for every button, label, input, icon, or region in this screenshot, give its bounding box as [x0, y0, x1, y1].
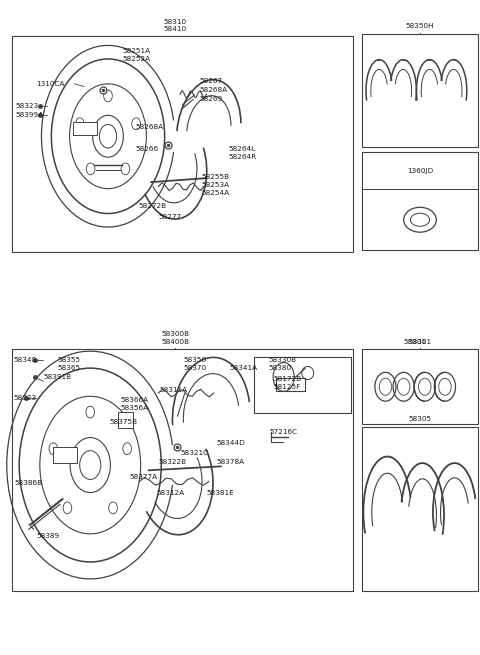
Text: 58305: 58305	[408, 416, 432, 422]
Text: 58410: 58410	[164, 26, 187, 33]
Bar	[53, 447, 77, 462]
Text: 58355: 58355	[58, 357, 81, 364]
Text: 57216C: 57216C	[270, 429, 298, 436]
Text: 58366A: 58366A	[121, 396, 149, 403]
Bar	[362, 152, 478, 250]
Text: 58350: 58350	[183, 357, 206, 364]
Text: 58268A: 58268A	[135, 124, 164, 130]
Bar	[118, 413, 132, 428]
Text: 58310: 58310	[164, 19, 187, 26]
Text: 58389: 58389	[36, 533, 59, 539]
Bar	[12, 36, 353, 252]
Text: 58269: 58269	[199, 96, 222, 102]
Text: 58386B: 58386B	[14, 479, 43, 486]
Bar	[362, 349, 478, 424]
Text: 58272B: 58272B	[138, 203, 167, 210]
Text: 58400B: 58400B	[161, 339, 189, 345]
Bar	[276, 379, 305, 392]
Text: 1310CA: 1310CA	[36, 81, 64, 87]
Text: 58377A: 58377A	[130, 474, 158, 480]
Text: 58370: 58370	[183, 365, 206, 371]
Text: 58264L: 58264L	[228, 145, 256, 152]
Text: 58348: 58348	[13, 357, 36, 364]
Bar	[12, 349, 353, 591]
Text: 1360JD: 1360JD	[407, 168, 433, 174]
Text: 58323: 58323	[13, 395, 36, 402]
Text: 58125F: 58125F	[274, 384, 301, 390]
Text: 58322B: 58322B	[158, 459, 187, 466]
Text: 58312A: 58312A	[156, 489, 184, 496]
Text: 58277: 58277	[158, 214, 181, 221]
Text: 58321C: 58321C	[180, 450, 208, 457]
Bar	[362, 34, 478, 147]
Text: 58301: 58301	[408, 339, 432, 345]
Text: 58330B: 58330B	[269, 357, 297, 364]
Text: 58264R: 58264R	[228, 153, 257, 160]
Text: 58252A: 58252A	[122, 56, 151, 62]
Bar	[73, 122, 97, 135]
Text: 58268A: 58268A	[199, 87, 228, 94]
Bar	[362, 427, 478, 591]
Text: 58350H: 58350H	[406, 23, 434, 29]
Text: 58255B: 58255B	[202, 174, 230, 180]
Text: 58378A: 58378A	[217, 459, 245, 466]
Text: 58356A: 58356A	[121, 405, 149, 411]
Text: 58311A: 58311A	[159, 386, 188, 393]
Text: 58391B: 58391B	[43, 374, 72, 381]
Text: 58399A: 58399A	[16, 112, 44, 119]
Text: 58380: 58380	[269, 365, 292, 371]
Text: 58344D: 58344D	[217, 440, 246, 447]
Text: 58300B: 58300B	[161, 331, 189, 337]
Text: 58266: 58266	[135, 145, 158, 152]
Text: 58251A: 58251A	[122, 48, 151, 54]
Text: 58365: 58365	[58, 365, 81, 371]
Text: 58254A: 58254A	[202, 189, 230, 196]
Text: 58375B: 58375B	[109, 419, 138, 426]
Text: 58341A: 58341A	[229, 365, 258, 371]
Text: 58267: 58267	[199, 78, 222, 84]
Text: 58172B: 58172B	[274, 375, 302, 382]
Bar	[254, 357, 351, 413]
Text: 58323: 58323	[16, 103, 39, 109]
Text: 58253A: 58253A	[202, 181, 230, 188]
Text: 58381E: 58381E	[206, 489, 234, 496]
Text: 58301: 58301	[404, 339, 427, 345]
